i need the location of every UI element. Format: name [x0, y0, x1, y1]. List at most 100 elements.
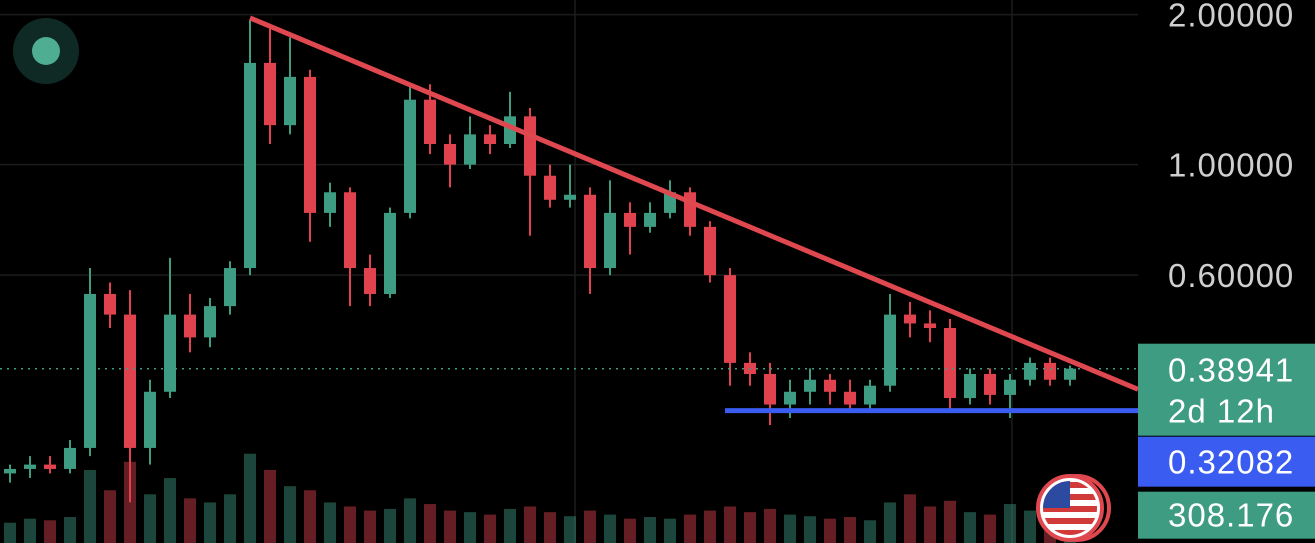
candle-body [724, 275, 736, 363]
candle-body [784, 391, 796, 405]
candle-body [484, 134, 496, 144]
candle-body [844, 391, 856, 405]
volume-bar [664, 518, 676, 543]
volume-bar [584, 510, 596, 543]
candle-body [364, 268, 376, 294]
candle-body [124, 314, 136, 448]
volume-bar [904, 494, 916, 543]
candle-body [1024, 362, 1036, 380]
candle-body [204, 306, 216, 338]
candle-body [824, 379, 836, 392]
volume-bar [164, 478, 176, 543]
candle-body [904, 314, 916, 324]
candle-body [1044, 362, 1056, 380]
volume-bar [644, 517, 656, 543]
y-tick-label: 1.00000 [1168, 147, 1294, 184]
volume-bar [424, 504, 436, 543]
volume-bar [924, 506, 936, 543]
candle-body [244, 62, 256, 269]
axis: 2.00000 1.00000 0.60000 0.38941 2d 12h 0.3208… [1138, 0, 1315, 539]
last-price-box [1138, 343, 1315, 436]
volume-bar [24, 518, 36, 543]
candle-body [184, 314, 196, 338]
candle-body [344, 192, 356, 269]
candle-body [224, 268, 236, 307]
volume-bar [4, 522, 16, 543]
volume-bar [844, 517, 856, 543]
volume-bar [324, 502, 336, 543]
candle-body [444, 143, 456, 165]
candle-body [924, 323, 936, 328]
volume-bar [204, 502, 216, 543]
candle-body [684, 192, 696, 227]
candle-body [584, 194, 596, 269]
volume-bar [144, 494, 156, 543]
candle-body [4, 468, 16, 474]
candle-body [1004, 379, 1016, 395]
y-tick-label: 0.60000 [1168, 257, 1294, 294]
candle-body [284, 76, 296, 126]
volume-bar [684, 514, 696, 543]
candle-body [64, 447, 76, 469]
candle-body [384, 212, 396, 294]
candle-body [304, 76, 316, 213]
candle-body [264, 62, 276, 126]
flag-icon [1036, 474, 1111, 542]
candle-body [464, 134, 476, 165]
volume-bar [744, 512, 756, 543]
volume-bar [624, 518, 636, 543]
candle-body [524, 116, 536, 176]
volume-bar [344, 506, 356, 543]
candle-body [1064, 368, 1076, 380]
countdown-label: 2d 12h [1168, 393, 1275, 430]
support-label: 0.32082 [1168, 444, 1294, 481]
candle-body [104, 293, 116, 315]
support-box [1138, 436, 1315, 487]
candle-body [864, 385, 876, 405]
volume-bar [444, 510, 456, 543]
y-tick-label: 2.00000 [1168, 0, 1294, 34]
volume-bar [244, 453, 256, 543]
volume-bar [704, 510, 716, 543]
candle-body [544, 175, 556, 200]
volume-bar [364, 510, 376, 543]
candle-body [44, 464, 56, 469]
candle-body [944, 327, 956, 399]
volume-bar [524, 506, 536, 543]
volume-bar [544, 512, 556, 543]
candle-body [84, 293, 96, 448]
logo-dot [32, 37, 60, 65]
volume-bar [804, 516, 816, 543]
volume-bar [984, 514, 996, 543]
volume-bar [84, 469, 96, 543]
volume-bar [1024, 510, 1036, 543]
volume-label: 308.176 [1168, 497, 1294, 534]
volume-bar [1004, 504, 1016, 543]
volume-bar [824, 518, 836, 543]
volume-box [1138, 491, 1315, 539]
candle-body [404, 99, 416, 213]
candle-body [424, 99, 436, 144]
volume-bar [764, 508, 776, 543]
volume-bar [384, 508, 396, 543]
candle-body [964, 373, 976, 399]
candle-body [624, 212, 636, 227]
volume-bar [784, 514, 796, 543]
candle-body [144, 391, 156, 448]
volume-bar [964, 512, 976, 543]
volume-bar [564, 516, 576, 543]
volume-bar [64, 517, 76, 543]
volume-bar [864, 520, 876, 543]
volume-bar [264, 469, 276, 543]
volume-bar [724, 506, 736, 543]
volume-bar [224, 494, 236, 543]
volume-bar [604, 514, 616, 543]
volume-bar [284, 486, 296, 543]
candle-body [804, 379, 816, 392]
candle-body [164, 314, 176, 392]
volume-bar [884, 502, 896, 543]
candle-body [984, 373, 996, 395]
candle-body [704, 226, 716, 276]
